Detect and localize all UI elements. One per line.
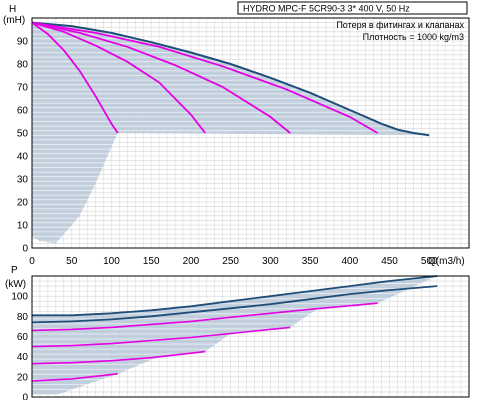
head-curve-pump-4 (31, 21, 379, 134)
power-tick-labels: 0 20 40 60 80 100 (11, 292, 28, 400)
head-ytick-label: 0 (22, 244, 28, 255)
flow-xtick-label: 200 (183, 256, 200, 267)
flow-xtick-label: 0 (29, 256, 35, 267)
power-operating-area (32, 276, 469, 395)
head-series-group (31, 21, 430, 137)
power-area-fill (32, 276, 438, 395)
flow-xtick-label: 350 (302, 256, 319, 267)
head-ytick-label: 50 (17, 129, 29, 140)
head-ytick-label: 10 (17, 221, 29, 232)
power-curve-pump-1 (31, 302, 378, 332)
power-ytick-label: 80 (17, 312, 29, 323)
power-ytick-label: 20 (17, 372, 29, 383)
flow-axis-label: Q(m3/h) (428, 256, 465, 267)
power-flow-chart: 0 20 40 60 80 100 P (kW) (5, 265, 470, 400)
head-curve-pump-3 (31, 21, 291, 134)
head-ytick-label: 40 (17, 152, 29, 163)
head-ytick-label: 30 (17, 175, 29, 186)
head-curve-pump-1 (31, 21, 119, 134)
flow-xtick-label: 450 (381, 256, 398, 267)
flow-xtick-label: 500 (421, 256, 438, 267)
head-ytick-label: 70 (17, 83, 29, 94)
power-curve-max-2 (31, 285, 438, 324)
power-curve-pump-4 (31, 373, 118, 382)
flow-xtick-label: 50 (66, 256, 78, 267)
power-ytick-label: 0 (22, 393, 28, 400)
flow-xtick-label: 300 (262, 256, 279, 267)
flow-xtick-label: 250 (222, 256, 239, 267)
flow-xtick-label: 150 (143, 256, 160, 267)
head-ytick-label: 20 (17, 198, 29, 209)
power-ytick-label: 40 (17, 352, 29, 363)
power-curve-max-1 (32, 275, 438, 317)
power-curve-pump-2 (31, 326, 291, 348)
flow-xtick-label: 100 (103, 256, 120, 267)
fittings-loss-note: Потеря в фитингах и клапанах (336, 20, 464, 30)
head-curve-pump-2 (31, 21, 206, 134)
power-ytick-label: 100 (11, 292, 28, 303)
power-axis-label: P (11, 265, 18, 276)
head-ytick-label: 80 (17, 60, 29, 71)
head-operating-area (32, 19, 469, 247)
head-flow-chart: 0 10 20 30 40 50 60 70 80 90 0 50 100 150 200 250 300 350… (3, 1, 470, 268)
chart-title: HYDRO MPC-F 5CR90-3 3* 400 V, 50 Hz (243, 4, 410, 14)
head-curve-max (31, 21, 430, 137)
power-curve-pump-3 (31, 350, 206, 365)
head-axis-label: H (9, 4, 16, 15)
head-tick-labels: 0 10 20 30 40 50 60 70 80 90 0 50 100 150 200 250 300 350… (17, 37, 438, 268)
head-chart-frame (31, 17, 470, 249)
head-area-fill (32, 22, 430, 244)
power-series-group (31, 275, 438, 382)
head-ytick-label: 60 (17, 106, 29, 117)
chart-title-box (237, 1, 468, 15)
flow-xtick-label: 400 (341, 256, 358, 267)
head-axis-unit: (mH) (3, 15, 25, 26)
power-axis-unit: (kW) (5, 279, 26, 290)
head-ytick-label: 90 (17, 37, 29, 48)
power-ytick-label: 60 (17, 332, 29, 343)
density-note: Плотность = 1000 kg/m3 (363, 32, 464, 42)
power-chart-frame (31, 275, 470, 398)
